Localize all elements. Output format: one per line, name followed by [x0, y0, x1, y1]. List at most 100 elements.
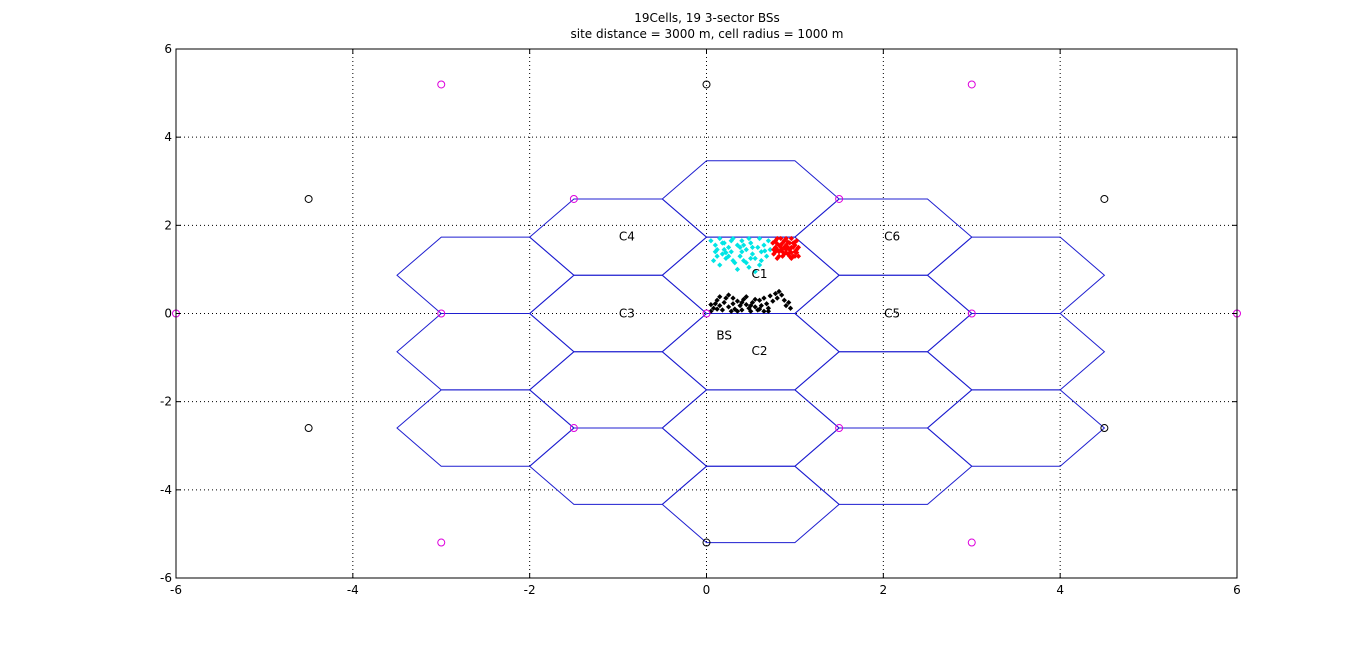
cell-label: C4	[619, 229, 635, 243]
user-point-cyan	[723, 250, 729, 256]
user-point-cyan	[746, 235, 752, 242]
site-marker-black	[702, 538, 711, 547]
user-point-black	[761, 295, 767, 301]
user-point-black	[734, 298, 741, 304]
user-point-cyan	[708, 238, 714, 244]
user-point-black	[767, 293, 773, 299]
user-point-cyan	[734, 242, 741, 248]
user-point-cyan	[748, 240, 754, 246]
user-point-black	[741, 296, 747, 303]
user-point-red	[785, 239, 791, 245]
site-marker-black	[702, 80, 711, 89]
y-tick-label: -6	[160, 571, 172, 585]
user-point-black	[783, 302, 789, 309]
user-point-black	[743, 294, 749, 300]
user-point-black	[765, 308, 772, 314]
user-point-black	[752, 296, 758, 303]
user-point-black	[732, 306, 738, 312]
user-point-black	[728, 308, 734, 314]
x-tick-label: -4	[347, 583, 359, 597]
user-point-cyan	[758, 257, 764, 264]
user-point-black	[787, 305, 794, 311]
chart-title: 19Cells, 19 3-sector BSs	[634, 11, 780, 25]
y-tick-label: 2	[164, 218, 172, 232]
user-point-red	[770, 240, 776, 246]
site-marker-magenta	[702, 309, 711, 318]
user-point-black	[734, 308, 741, 314]
user-point-red	[781, 244, 787, 250]
user-point-red	[792, 239, 798, 245]
user-point-red	[778, 244, 784, 250]
hexagon-cell	[661, 465, 840, 544]
user-point-cyan	[712, 249, 718, 255]
hexagon-cell	[528, 427, 708, 505]
site-marker-magenta	[967, 80, 976, 89]
user-point-cyan	[721, 246, 727, 253]
user-point-cyan	[710, 257, 717, 264]
user-point-black	[714, 297, 720, 303]
hexagon-cell	[926, 236, 1106, 314]
cell-label: C2	[752, 344, 768, 358]
cell-label: C3	[619, 307, 635, 321]
hexagon-cells	[396, 160, 1106, 544]
user-point-black	[748, 302, 754, 309]
site-marker-black	[1100, 424, 1109, 433]
cell-label: C1	[752, 267, 768, 281]
x-tick-label: -2	[524, 583, 536, 597]
user-point-cyan	[767, 246, 773, 253]
site-marker-magenta	[437, 309, 446, 318]
chart-title-group: 19Cells, 19 3-sector BSs site distance =…	[571, 11, 844, 41]
user-point-cyan	[737, 244, 743, 250]
cell-labels: C1 C2 C3 C4 C5 C6 BS	[619, 229, 900, 358]
y-tick-label: -4	[160, 483, 172, 497]
user-point-red	[779, 240, 786, 246]
y-tick-label: 4	[164, 130, 172, 144]
chart-subtitle: site distance = 3000 m, cell radius = 10…	[571, 27, 844, 41]
user-point-black	[712, 301, 718, 307]
user-point-black	[772, 291, 779, 297]
hexagon-cell	[396, 313, 575, 391]
user-point-red	[783, 250, 789, 256]
y-tick-label: -2	[160, 395, 172, 409]
user-point-red	[776, 253, 782, 259]
user-point-black	[756, 306, 763, 312]
user-point-cyan	[752, 268, 758, 275]
user-point-black	[730, 295, 736, 301]
user-point-cyan	[743, 246, 749, 253]
user-point-black	[770, 298, 776, 304]
user-point-black	[708, 302, 714, 308]
x-tick-label: 4	[1056, 583, 1064, 597]
user-point-red	[795, 253, 802, 259]
user-point-black	[781, 297, 787, 303]
user-point-black	[748, 308, 754, 314]
user-point-red	[772, 238, 779, 244]
site-marker-magenta	[835, 424, 844, 433]
hexagon-cell	[396, 389, 575, 467]
user-point-cyan	[717, 235, 723, 242]
user-point-cyan	[719, 240, 726, 246]
user-point-red	[786, 246, 793, 253]
user-point-black	[710, 305, 717, 311]
user-point-black	[739, 299, 745, 306]
site-marker-magenta	[835, 194, 844, 203]
user-point-cyan	[748, 255, 754, 262]
user-point-cyan	[765, 238, 772, 244]
user-point-cyan	[746, 264, 752, 270]
site-marker-magenta	[569, 424, 578, 433]
cell-label: C6	[884, 229, 900, 243]
user-point-black	[719, 307, 726, 313]
user-point-black	[756, 297, 763, 303]
site-marker-black	[304, 194, 313, 203]
user-point-black	[776, 288, 782, 295]
user-point-cyan	[741, 242, 747, 248]
user-point-cyan	[719, 251, 726, 257]
cell-label: BS	[716, 329, 732, 343]
site-marker-magenta	[437, 538, 446, 547]
user-point-cyan	[737, 253, 743, 259]
cell-label: C5	[884, 307, 900, 321]
hexagon-cell	[926, 389, 1106, 467]
user-point-black	[723, 295, 729, 301]
user-point-black	[708, 308, 714, 314]
user-point-red	[786, 253, 793, 259]
